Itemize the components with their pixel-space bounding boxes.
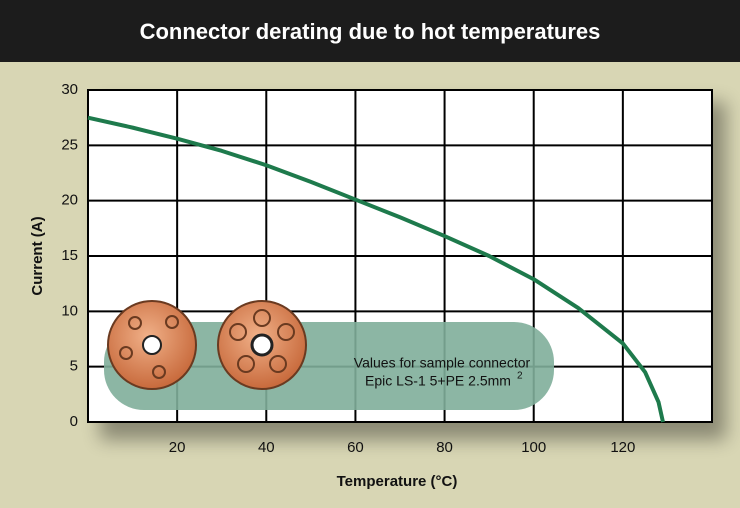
y-tick-label: 20 (61, 192, 78, 209)
y-tick-label: 15 (61, 247, 78, 264)
y-axis-label: Current (A) (29, 216, 46, 295)
y-tick-label: 0 (70, 413, 78, 430)
y-tick-label: 25 (61, 136, 78, 153)
annotation-superscript: 2 (517, 371, 523, 382)
x-tick-label: 120 (610, 439, 635, 456)
annotation-line: Values for sample connector (354, 355, 531, 371)
connector-icon (108, 301, 196, 389)
y-tick-label: 30 (61, 81, 78, 98)
chart: Connector derating due to hot temperatur… (0, 0, 740, 508)
x-tick-label: 80 (436, 439, 453, 456)
x-tick-label: 100 (521, 439, 546, 456)
y-tick-label: 5 (70, 358, 78, 375)
chart-title: Connector derating due to hot temperatur… (140, 19, 601, 44)
y-tick-label: 10 (61, 302, 78, 319)
x-axis-label: Temperature (°C) (337, 473, 458, 490)
x-tick-label: 60 (347, 439, 364, 456)
connector-icon (218, 301, 306, 389)
x-tick-label: 40 (258, 439, 275, 456)
annotation-line: Epic LS-1 5+PE 2.5mm (365, 373, 511, 389)
x-tick-label: 20 (169, 439, 186, 456)
